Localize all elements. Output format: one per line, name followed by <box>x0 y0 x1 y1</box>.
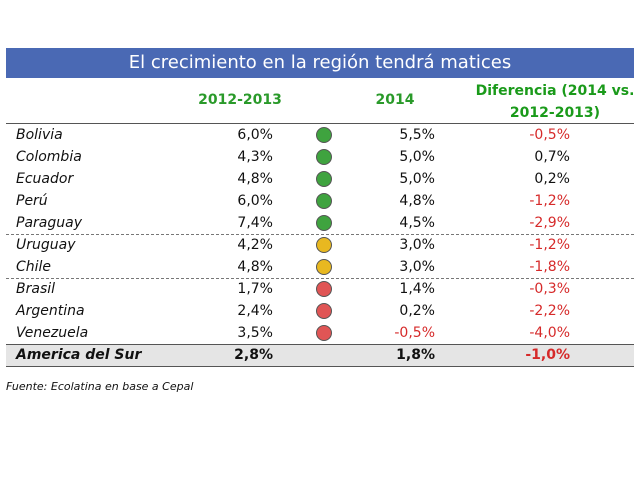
country-name: Venezuela <box>16 325 89 341</box>
total-rule <box>6 344 634 345</box>
indicator-cell <box>283 278 365 300</box>
indicator-cell <box>283 300 365 322</box>
value-2014: 0,2% <box>399 303 435 319</box>
country-name: Chile <box>16 259 52 275</box>
status-dot-icon <box>316 127 332 143</box>
value-2014: 1,4% <box>399 281 435 297</box>
value-2014: 3,0% <box>399 259 435 275</box>
table-row: Venezuela 3,5% -0,5% -4,0% <box>6 322 634 344</box>
status-dot-icon <box>316 171 332 187</box>
table-title: El crecimiento en la región tendrá matic… <box>6 48 634 78</box>
value-2014: 4,8% <box>399 193 435 209</box>
value-2014: 5,5% <box>399 127 435 143</box>
table-row: Brasil 1,7% 1,4% -0,3% <box>6 278 634 300</box>
indicator-cell <box>283 234 365 256</box>
value-2014: 5,0% <box>399 171 435 187</box>
total-row: America del Sur 2,8% 1,8% -1,0% <box>6 344 634 366</box>
indicator-cell <box>283 146 365 168</box>
value-diferencia: -1,2% <box>529 237 570 253</box>
value-2012-2013: 7,4% <box>237 215 273 231</box>
status-dot-icon <box>316 325 332 341</box>
country-name: Uruguay <box>16 237 76 253</box>
status-dot-icon <box>316 193 332 209</box>
group-divider-2 <box>6 278 634 279</box>
value-diferencia: -0,5% <box>529 127 570 143</box>
table-row: Bolivia 6,0% 5,5% -0,5% <box>6 124 634 146</box>
value-2014: 3,0% <box>399 237 435 253</box>
total-2012-2013: 2,8% <box>201 344 283 366</box>
value-2012-2013: 4,8% <box>237 259 273 275</box>
total-diferencia: -1,0% <box>435 344 634 366</box>
value-2012-2013: 4,8% <box>237 171 273 187</box>
country-name: Colombia <box>16 149 82 165</box>
table-row: Paraguay 7,4% 4,5% -2,9% <box>6 212 634 234</box>
table-row: Colombia 4,3% 5,0% 0,7% <box>6 146 634 168</box>
bottom-rule <box>6 366 634 367</box>
table-row: Uruguay 4,2% 3,0% -1,2% <box>6 234 634 256</box>
header-rule <box>6 123 634 124</box>
status-dot-icon <box>316 259 332 275</box>
status-dot-icon <box>316 215 332 231</box>
value-diferencia: 0,2% <box>534 171 570 187</box>
value-2012-2013: 4,2% <box>237 237 273 253</box>
table-row: Perú 6,0% 4,8% -1,2% <box>6 190 634 212</box>
country-name: Perú <box>16 193 48 209</box>
value-diferencia: -1,2% <box>529 193 570 209</box>
country-name: Argentina <box>16 303 85 319</box>
total-2014: 1,8% <box>365 344 435 366</box>
value-diferencia: -4,0% <box>529 325 570 341</box>
status-dot-icon <box>316 237 332 253</box>
group-divider-1 <box>6 234 634 235</box>
source-note: Fuente: Ecolatina en base a Cepal <box>6 380 194 393</box>
value-2012-2013: 6,0% <box>237 127 273 143</box>
indicator-cell <box>283 124 365 146</box>
value-diferencia: -2,2% <box>529 303 570 319</box>
country-name: Paraguay <box>16 215 82 231</box>
value-2014: -0,5% <box>394 325 435 341</box>
value-2014: 5,0% <box>399 149 435 165</box>
value-2012-2013: 1,7% <box>237 281 273 297</box>
table-row: Argentina 2,4% 0,2% -2,2% <box>6 300 634 322</box>
column-header-diferencia-line2: 2012-2013) <box>509 105 601 121</box>
value-diferencia: -0,3% <box>529 281 570 297</box>
indicator-cell <box>283 168 365 190</box>
total-indicator-empty <box>283 344 365 366</box>
value-2012-2013: 3,5% <box>237 325 273 341</box>
status-dot-icon <box>316 149 332 165</box>
column-header-2014: 2014 <box>375 92 415 108</box>
column-header-diferencia-line1: Diferencia (2014 vs. <box>475 83 635 99</box>
value-diferencia: 0,7% <box>534 149 570 165</box>
value-diferencia: -1,8% <box>529 259 570 275</box>
indicator-cell <box>283 256 365 278</box>
value-2014: 4,5% <box>399 215 435 231</box>
total-name: America del Sur <box>6 344 201 366</box>
value-2012-2013: 4,3% <box>237 149 273 165</box>
indicator-cell <box>283 322 365 344</box>
table-row: Ecuador 4,8% 5,0% 0,2% <box>6 168 634 190</box>
country-name: Brasil <box>16 281 56 297</box>
growth-table: Bolivia 6,0% 5,5% -0,5% Colombia 4,3% 5,0% 0,7%… <box>6 124 634 366</box>
country-name: Ecuador <box>16 171 74 187</box>
value-2012-2013: 2,4% <box>237 303 273 319</box>
status-dot-icon <box>316 281 332 297</box>
status-dot-icon <box>316 303 332 319</box>
column-header-2012-2013: 2012-2013 <box>198 92 282 108</box>
indicator-cell <box>283 212 365 234</box>
value-2012-2013: 6,0% <box>237 193 273 209</box>
table-row: Chile 4,8% 3,0% -1,8% <box>6 256 634 278</box>
indicator-cell <box>283 190 365 212</box>
value-diferencia: -2,9% <box>529 215 570 231</box>
country-name: Bolivia <box>16 127 63 143</box>
column-header-diferencia: Diferencia (2014 vs. 2012-2013) <box>470 80 640 124</box>
